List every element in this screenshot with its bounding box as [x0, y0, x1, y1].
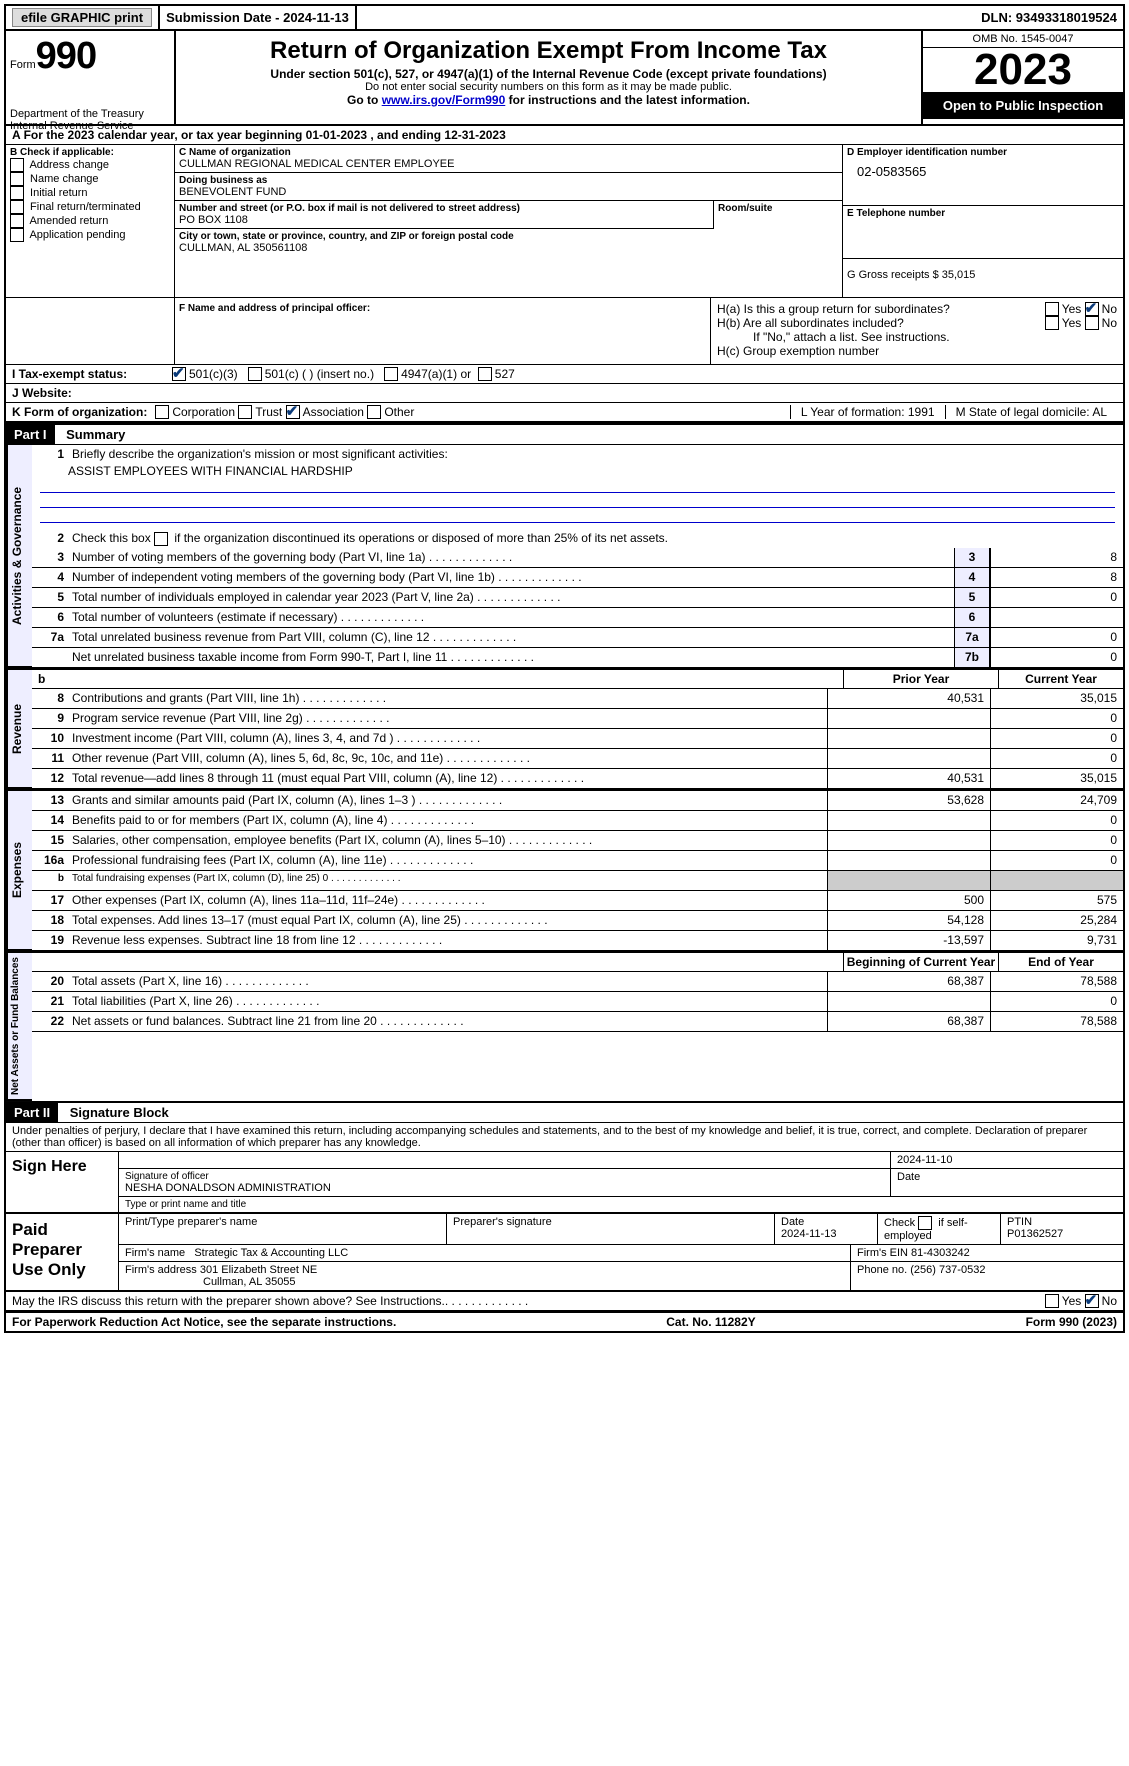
form-prefix: Form: [10, 59, 36, 71]
perjury-statement: Under penalties of perjury, I declare th…: [6, 1123, 1123, 1152]
table-row: 21Total liabilities (Part X, line 26)0: [32, 992, 1123, 1012]
h-c: H(c) Group exemption number: [717, 344, 1117, 358]
address: PO BOX 1108: [179, 214, 709, 226]
irs-link[interactable]: www.irs.gov/Form990: [382, 93, 506, 107]
table-row: 20Total assets (Part X, line 16)68,38778…: [32, 972, 1123, 992]
k-other-checkbox[interactable]: [367, 405, 381, 419]
officer-name: NESHA DONALDSON ADMINISTRATION: [125, 1182, 884, 1194]
4947-checkbox[interactable]: [384, 367, 398, 381]
checkbox-option: Initial return: [10, 186, 170, 200]
gross-receipts: G Gross receipts $ 35,015: [847, 269, 975, 281]
table-row: 3Number of voting members of the governi…: [32, 548, 1123, 568]
box-m: M State of legal domicile: AL: [945, 405, 1117, 419]
501c3-checkbox[interactable]: [172, 367, 186, 381]
mission: ASSIST EMPLOYEES WITH FINANCIAL HARDSHIP: [32, 464, 1123, 478]
dln: DLN: 93493318019524: [975, 6, 1123, 29]
sig-date: 2024-11-10: [891, 1152, 1123, 1168]
dba: BENEVOLENT FUND: [179, 186, 838, 198]
row-fh: F Name and address of principal officer:…: [6, 298, 1123, 365]
firm-phone: Phone no. (256) 737-0532: [851, 1262, 1123, 1290]
discuss-row: May the IRS discuss this return with the…: [6, 1292, 1123, 1311]
part-i-header: Part I Summary: [6, 423, 1123, 445]
table-row: Net unrelated business taxable income fr…: [32, 648, 1123, 668]
527-checkbox[interactable]: [478, 367, 492, 381]
expenses-section: Expenses 13Grants and similar amounts pa…: [6, 789, 1123, 951]
k-trust-checkbox[interactable]: [238, 405, 252, 419]
table-row: 8Contributions and grants (Part VIII, li…: [32, 689, 1123, 709]
city: CULLMAN, AL 350561108: [179, 242, 838, 254]
form-title: Return of Organization Exempt From Incom…: [184, 37, 913, 65]
l2-checkbox[interactable]: [154, 532, 168, 546]
column-b: B Check if applicable: Address change Na…: [6, 145, 175, 297]
hb-yes-checkbox[interactable]: [1045, 316, 1059, 330]
checkbox-option: Application pending: [10, 228, 170, 242]
discuss-yes-checkbox[interactable]: [1045, 1294, 1059, 1308]
topbar: efile GRAPHIC print Submission Date - 20…: [6, 6, 1123, 31]
form-number: 990: [36, 35, 96, 77]
efile-cell: efile GRAPHIC print: [6, 6, 160, 29]
tax-year: 2023: [923, 48, 1123, 92]
efile-graphic-print-button[interactable]: efile GRAPHIC print: [12, 8, 152, 27]
table-row: 13Grants and similar amounts paid (Part …: [32, 791, 1123, 811]
table-row: 16aProfessional fundraising fees (Part I…: [32, 851, 1123, 871]
column-c: C Name of organization CULLMAN REGIONAL …: [175, 145, 842, 297]
form-page: efile GRAPHIC print Submission Date - 20…: [4, 4, 1125, 1333]
checkbox-option: Final return/terminated: [10, 200, 170, 214]
table-row: 7aTotal unrelated business revenue from …: [32, 628, 1123, 648]
dept-label: Department of the Treasury: [10, 108, 170, 120]
self-employed-checkbox[interactable]: [918, 1216, 932, 1230]
k-corp-checkbox[interactable]: [155, 405, 169, 419]
footer: For Paperwork Reduction Act Notice, see …: [6, 1311, 1123, 1331]
ha-no-checkbox[interactable]: [1085, 302, 1099, 316]
paid-preparer-section: Paid Preparer Use Only Print/Type prepar…: [6, 1214, 1123, 1292]
activities-governance: Activities & Governance 1 Briefly descri…: [6, 445, 1123, 668]
table-row: 10Investment income (Part VIII, column (…: [32, 729, 1123, 749]
section-bcd: B Check if applicable: Address change Na…: [6, 145, 1123, 298]
org-name: CULLMAN REGIONAL MEDICAL CENTER EMPLOYEE: [179, 158, 838, 170]
checkbox-option: Name change: [10, 172, 170, 186]
form-subtitle: Under section 501(c), 527, or 4947(a)(1)…: [184, 67, 913, 81]
firm-ein: Firm's EIN 81-4303242: [851, 1245, 1123, 1261]
h-b: H(b) Are all subordinates included?: [717, 316, 1045, 330]
submission-date: Submission Date - 2024-11-13: [160, 6, 357, 29]
table-row: bTotal fundraising expenses (Part IX, co…: [32, 871, 1123, 891]
table-row: 17Other expenses (Part IX, column (A), l…: [32, 891, 1123, 911]
table-row: 12Total revenue—add lines 8 through 11 (…: [32, 769, 1123, 789]
table-row: 9Program service revenue (Part VIII, lin…: [32, 709, 1123, 729]
part-ii-header: Part II Signature Block: [6, 1101, 1123, 1123]
table-row: 6Total number of volunteers (estimate if…: [32, 608, 1123, 628]
column-d: D Employer identification number 02-0583…: [842, 145, 1123, 297]
form-subtext: Do not enter social security numbers on …: [184, 81, 913, 93]
sign-here-section: Sign Here 2024-11-10 Signature of office…: [6, 1152, 1123, 1214]
line-a: A For the 2023 calendar year, or tax yea…: [6, 126, 1123, 145]
firm-name: Strategic Tax & Accounting LLC: [194, 1247, 348, 1259]
row-j-website: J Website:: [6, 384, 1123, 403]
501c-checkbox[interactable]: [248, 367, 262, 381]
revenue-section: Revenue b Prior Year Current Year 8Contr…: [6, 668, 1123, 789]
table-row: 5Total number of individuals employed in…: [32, 588, 1123, 608]
table-row: 11Other revenue (Part VIII, column (A), …: [32, 749, 1123, 769]
table-row: 15Salaries, other compensation, employee…: [32, 831, 1123, 851]
ha-yes-checkbox[interactable]: [1045, 302, 1059, 316]
form-header: Form990 Department of the Treasury Inter…: [6, 31, 1123, 126]
box-l: L Year of formation: 1991: [790, 405, 945, 419]
hb-note: If "No," attach a list. See instructions…: [717, 330, 1117, 344]
row-i-tax-status: I Tax-exempt status: 501(c)(3) 501(c) ( …: [6, 365, 1123, 384]
hb-no-checkbox[interactable]: [1085, 316, 1099, 330]
checkbox-option: Address change: [10, 158, 170, 172]
h-a: H(a) Is this a group return for subordin…: [717, 302, 1045, 316]
inspection-label: Open to Public Inspection: [923, 92, 1123, 119]
checkbox-option: Amended return: [10, 214, 170, 228]
table-row: 14Benefits paid to or for members (Part …: [32, 811, 1123, 831]
ein: 02-0583565: [847, 158, 1119, 179]
discuss-no-checkbox[interactable]: [1085, 1294, 1099, 1308]
table-row: 22Net assets or fund balances. Subtract …: [32, 1012, 1123, 1032]
table-row: 4Number of independent voting members of…: [32, 568, 1123, 588]
table-row: 18Total expenses. Add lines 13–17 (must …: [32, 911, 1123, 931]
row-klm: K Form of organization: Corporation Trus…: [6, 403, 1123, 423]
table-row: 19Revenue less expenses. Subtract line 1…: [32, 931, 1123, 951]
k-assoc-checkbox[interactable]: [286, 405, 300, 419]
net-assets-section: Net Assets or Fund Balances Beginning of…: [6, 951, 1123, 1101]
form-link-line: Go to www.irs.gov/Form990 for instructio…: [184, 93, 913, 107]
